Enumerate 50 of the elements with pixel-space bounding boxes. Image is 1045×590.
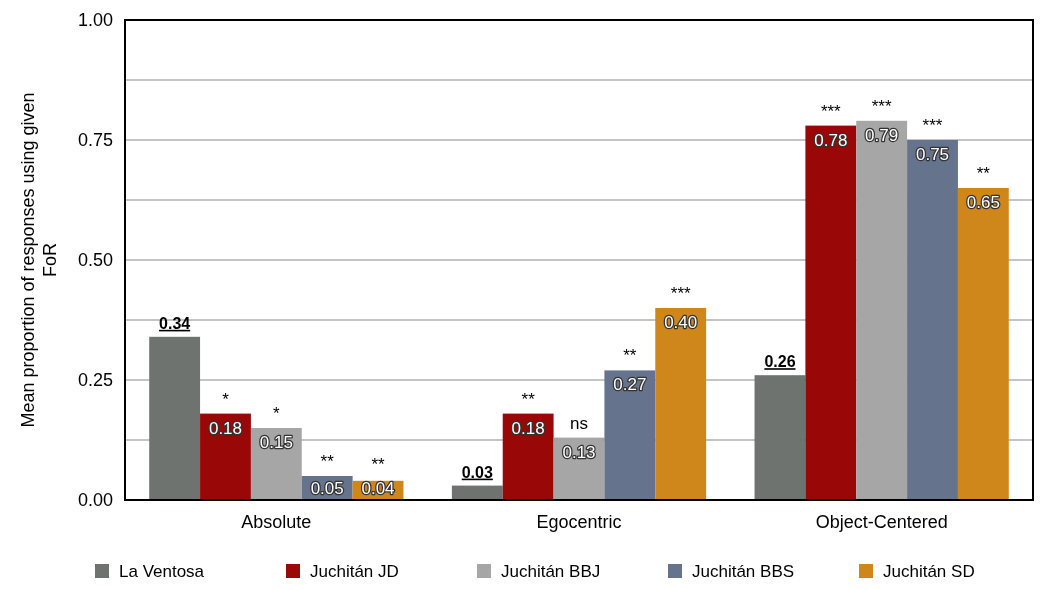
annotation: *** [871,96,892,116]
legend-label: Juchitán BBS [692,562,795,581]
annotation: ** [521,389,536,409]
annotation: * [273,404,281,423]
y-tick-label: 0.00 [77,490,113,511]
x-tick-label: Object-Centered [815,512,948,532]
bar [604,370,656,500]
legend-label: La Ventosa [119,562,205,581]
bar [451,485,503,500]
data-label: 0.26 [764,353,796,371]
y-axis-title: Mean proportion of responses using given FoR [18,92,60,428]
data-label: 0.04 [361,479,395,498]
bar [907,140,958,500]
legend-label: Juchitán JD [310,562,399,581]
annotation: ** [976,164,991,183]
annotation: * [222,389,230,409]
data-label: 0.13 [562,442,596,462]
bar [957,188,1009,500]
data-label: 0.03 [461,463,493,481]
data-label: 0.27 [613,375,647,395]
data-label: 0.79 [865,125,899,145]
data-label: 0.18 [511,418,545,438]
y-tick-label: 1.00 [77,10,113,31]
y-tick-label: 0.50 [77,250,113,271]
bar [856,120,908,500]
annotation: ** [320,452,335,471]
x-tick-label: Absolute [241,512,312,532]
legend-label: Juchitán SD [883,562,975,581]
annotation: *** [670,284,691,303]
data-label: 0.05 [310,479,344,498]
annotation: *** [922,116,943,135]
data-label: 0.15 [259,433,293,452]
bar [655,308,707,500]
bar [149,336,201,500]
data-label: 0.18 [208,418,243,438]
bar [805,125,857,500]
data-label: 0.34 [159,314,191,332]
annotation: ** [623,346,637,366]
bar [754,375,806,500]
data-label: 0.75 [915,145,950,164]
annotation: ns [570,413,588,433]
y-tick-label: 0.25 [77,370,113,391]
y-tick-label: 0.75 [77,130,113,151]
data-label: 0.65 [966,193,1000,212]
annotation: ** [371,455,386,474]
legend-label: Juchitán BBJ [501,562,601,581]
x-tick-label: Egocentric [536,512,622,532]
data-label: 0.40 [664,313,698,332]
annotation: *** [820,101,842,121]
data-label: 0.78 [814,130,848,150]
